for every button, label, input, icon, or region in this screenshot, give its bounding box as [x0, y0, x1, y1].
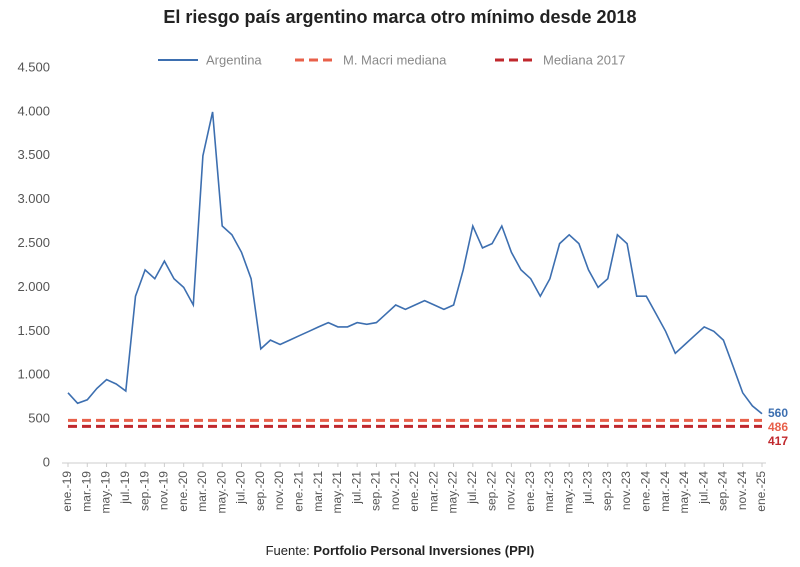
x-tick-label: ene.-21: [292, 471, 306, 512]
x-tick-label: sep.-20: [253, 471, 267, 511]
x-tick-label: may.-24: [677, 471, 691, 514]
x-tick-label: may.-23: [561, 471, 575, 514]
y-tick-label: 4.000: [17, 103, 50, 118]
x-tick-label: nov.-24: [735, 471, 749, 510]
x-tick-label: ene.-22: [407, 471, 421, 512]
y-tick-label: 4.500: [17, 59, 50, 74]
x-tick-label: mar.-21: [311, 471, 325, 512]
x-tick-label: may.-19: [99, 471, 113, 514]
legend-label: Argentina: [206, 52, 262, 67]
x-tick-label: nov.-19: [157, 471, 171, 510]
series-line: [67, 111, 763, 415]
y-tick-label: 500: [28, 411, 50, 426]
end-label: 417: [768, 434, 788, 448]
x-tick-label: jul.-23: [581, 471, 595, 505]
x-tick-label: mar.-23: [542, 471, 556, 512]
x-tick-label: nov.-23: [619, 471, 633, 510]
chart-title: El riesgo país argentino marca otro míni…: [163, 7, 636, 27]
x-tick-label: may.-21: [330, 471, 344, 514]
source: Fuente: Portfolio Personal Inversiones (…: [266, 543, 535, 558]
end-label: 486: [768, 420, 788, 434]
x-tick-label: ene.-23: [523, 471, 537, 512]
y-tick-label: 2.000: [17, 279, 50, 294]
x-tick-label: jul.-21: [349, 471, 363, 505]
y-tick-label: 1.000: [17, 367, 50, 382]
x-tick-label: ene.-24: [639, 471, 653, 512]
x-tick-label: ene.-25: [754, 471, 768, 512]
x-tick-label: mar.-22: [426, 471, 440, 512]
x-tick-label: jul.-19: [118, 471, 132, 505]
legend-label: Mediana 2017: [543, 52, 625, 67]
y-tick-label: 3.000: [17, 191, 50, 206]
y-tick-label: 2.500: [17, 235, 50, 250]
x-tick-label: ene.-19: [60, 471, 74, 512]
x-tick-label: nov.-22: [504, 471, 518, 510]
x-tick-label: jul.-20: [234, 471, 248, 505]
x-tick-label: ene.-20: [176, 471, 190, 512]
source-name: Portfolio Personal Inversiones (PPI): [313, 543, 534, 558]
x-tick-label: sep.-23: [600, 471, 614, 511]
x-tick-label: sep.-22: [484, 471, 498, 511]
x-tick-label: may.-22: [446, 471, 460, 514]
x-tick-label: jul.-22: [465, 471, 479, 505]
x-tick-label: sep.-21: [369, 471, 383, 511]
x-tick-label: nov.-21: [388, 471, 402, 510]
x-tick-label: sep.-19: [137, 471, 151, 511]
x-tick-label: mar.-24: [658, 471, 672, 512]
source-label: Fuente:: [266, 543, 310, 558]
x-tick-label: mar.-20: [195, 471, 209, 512]
x-tick-label: mar.-19: [79, 471, 93, 512]
y-tick-label: 1.500: [17, 323, 50, 338]
x-tick-label: jul.-24: [696, 471, 710, 505]
y-tick-label: 3.500: [17, 147, 50, 162]
end-label: 560: [768, 406, 788, 420]
x-tick-label: nov.-20: [272, 471, 286, 510]
x-tick-label: sep.-24: [716, 471, 730, 511]
legend-label: M. Macri mediana: [343, 52, 447, 67]
y-tick-label: 0: [43, 454, 50, 469]
x-tick-label: may.-20: [214, 471, 228, 514]
